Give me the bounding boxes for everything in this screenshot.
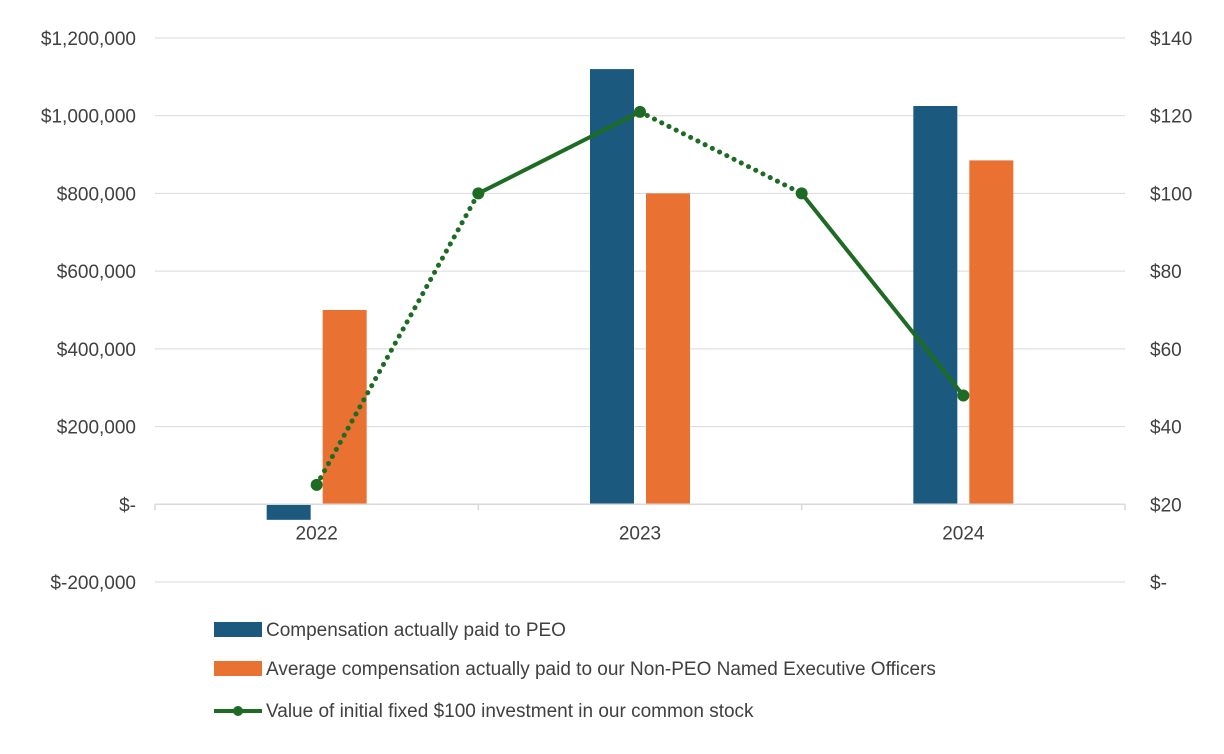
right-tick-label: $60 [1150, 340, 1182, 361]
bar-peo-2022 [266, 504, 311, 520]
left-tick-label: $800,000 [57, 184, 136, 205]
left-tick-label: $1,000,000 [41, 107, 136, 128]
right-tick-label: $80 [1150, 262, 1182, 283]
line-point [634, 105, 646, 118]
x-axis-ticks [154, 504, 1126, 511]
legend-label-peo: Compensation actually paid to PEO [266, 620, 566, 641]
line-point [310, 478, 323, 491]
line-series [310, 105, 970, 491]
x-axis-labels: 2022 2023 2024 [296, 523, 985, 544]
left-tick-label: $400,000 [57, 340, 136, 361]
left-tick-label: $-200,000 [50, 573, 136, 594]
legend-label-neo: Average compensation actually paid to ou… [266, 659, 936, 680]
bar-neo-2024 [969, 160, 1014, 505]
legend-marker-stock [233, 706, 243, 716]
right-tick-label: $40 [1150, 418, 1182, 439]
left-tick-label: $600,000 [57, 262, 136, 283]
bar-peo-2024 [913, 106, 958, 505]
x-tick-label-2022: 2022 [296, 523, 338, 544]
right-tick-label: $100 [1150, 184, 1192, 205]
bar-neo-2023 [646, 193, 690, 505]
right-tick-label: $120 [1150, 107, 1192, 128]
legend-label-stock: Value of initial fixed $100 investment i… [266, 701, 754, 722]
left-axis: $-200,000 $- $200,000 $400,000 $600,000 $800,… [41, 29, 136, 594]
x-tick-label-2024: 2024 [942, 523, 985, 544]
line-point [795, 187, 808, 200]
line-segment-dotted [314, 190, 481, 488]
line-point [957, 389, 970, 402]
line-segment-dotted [637, 109, 805, 196]
right-tick-label: $- [1150, 573, 1167, 594]
line-segment-solid [799, 191, 966, 398]
legend-swatch-neo [214, 661, 262, 676]
bar-peo-2023 [590, 69, 634, 505]
right-tick-label: $20 [1150, 495, 1182, 516]
bars [266, 69, 1014, 520]
x-tick-label-2023: 2023 [619, 523, 661, 544]
right-tick-label: $140 [1150, 29, 1192, 50]
left-tick-label: $- [119, 495, 136, 516]
line-point [472, 187, 485, 200]
left-tick-label: $1,200,000 [41, 29, 136, 50]
left-tick-label: $200,000 [57, 418, 136, 439]
right-axis: $- $20 $40 $60 $80 $100 $120 $140 [1150, 29, 1192, 594]
line-segment-solid [476, 109, 642, 196]
legend: Compensation actually paid to PEO Averag… [214, 620, 936, 722]
legend-swatch-peo [214, 622, 262, 637]
